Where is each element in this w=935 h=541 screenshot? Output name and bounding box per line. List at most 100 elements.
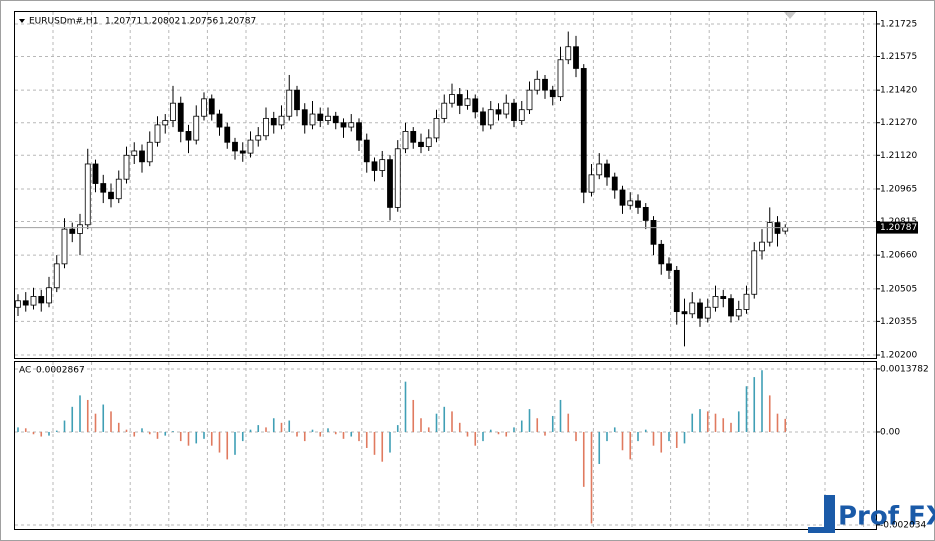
candle-body (356, 122, 362, 141)
candle-body (30, 296, 37, 306)
candle-body (379, 159, 386, 171)
logo-text: Prof FX (838, 502, 935, 532)
menu-arrow[interactable] (19, 19, 25, 23)
candle-body (348, 122, 355, 128)
candle-body (580, 68, 587, 193)
candle-body (301, 109, 308, 126)
candle-body (317, 113, 324, 121)
y-tick-label: 1.21120 (880, 151, 917, 161)
candle-body (224, 126, 231, 143)
y-tick-label: -0.002034 (880, 520, 926, 530)
candle-body (170, 102, 176, 121)
candle-body (263, 117, 269, 137)
candle-body (534, 78, 541, 91)
y-tick-label: 1.21575 (880, 52, 917, 62)
candle-body (681, 311, 688, 315)
candle-body (697, 302, 703, 319)
candle-body (495, 109, 502, 115)
candle-body (743, 293, 750, 310)
y-tick-label: 1.20355 (880, 317, 917, 327)
candle-body (588, 174, 595, 193)
candle-body (363, 139, 370, 163)
candle-body (635, 200, 641, 208)
candle-body (394, 148, 401, 208)
candle-body (92, 163, 99, 184)
candle-body (46, 287, 52, 304)
candle-body (433, 117, 440, 139)
candle-body (573, 46, 579, 69)
candle-body (650, 220, 657, 245)
candle-body (286, 89, 293, 117)
candle-body (325, 115, 331, 121)
candle-body (619, 189, 626, 206)
candle-body (139, 150, 145, 163)
candle-body (449, 94, 455, 104)
candle-body (766, 222, 773, 243)
candle-body (518, 109, 525, 121)
candle-body (123, 154, 130, 180)
y-tick-label: 0.0013782 (880, 364, 929, 374)
candle-body (185, 131, 192, 141)
ohlc-close: 1.20787 (219, 17, 256, 27)
y-tick-label: 1.20965 (880, 184, 917, 194)
candle-body (402, 131, 409, 150)
y-tick-label: 1.20200 (880, 351, 917, 361)
candle-body (371, 161, 378, 171)
logo-bar (824, 495, 835, 533)
price-label-box (877, 221, 918, 234)
candle-body (193, 115, 200, 141)
logo-base (808, 527, 835, 533)
candle-body (340, 122, 347, 128)
y-tick-label: 1.20660 (880, 251, 917, 261)
ohlc-low: 1.20756 (181, 17, 218, 27)
candle-body (480, 111, 486, 126)
candle-body (666, 263, 672, 271)
candle-body (549, 89, 556, 98)
candle-body (503, 102, 510, 115)
indicator-value: 0.0002867 (36, 366, 85, 376)
candle-body (456, 94, 463, 106)
candle-body (387, 159, 393, 208)
candle-body (565, 46, 572, 61)
candle-body (22, 300, 29, 306)
y-tick-label: 1.21725 (880, 19, 917, 29)
candle-body (782, 227, 789, 232)
candle-body (689, 302, 696, 315)
candle-body (596, 163, 603, 176)
y-tick-label: 1.21270 (880, 118, 917, 128)
ohlc-open: 1.20771 (105, 17, 142, 27)
candle-body (309, 113, 316, 126)
price-label: 1.20787 (880, 223, 917, 233)
candle-body (472, 98, 479, 113)
candle-body (15, 300, 21, 308)
candle-body (704, 306, 711, 319)
candle-body (418, 141, 424, 148)
candle-body (487, 109, 494, 126)
candle-body (728, 298, 734, 317)
candle-body (627, 200, 634, 206)
candle-body (77, 224, 83, 234)
candle-body (201, 98, 207, 117)
candle-body (425, 137, 432, 148)
y-tick-label: 0.00 (880, 427, 900, 437)
marks (15, 31, 876, 524)
candle-body (526, 89, 533, 111)
candle-body (542, 78, 548, 91)
candle-body (294, 89, 300, 111)
candle-body (673, 269, 680, 313)
candle-body (511, 102, 517, 121)
candle-body (270, 117, 277, 126)
candle-body (61, 228, 68, 265)
candle-body (216, 113, 223, 128)
y-tick-label: 1.21420 (880, 86, 917, 96)
candle-body (720, 296, 727, 299)
ohlc-high: 1.20802 (143, 17, 180, 27)
candle-body (278, 115, 285, 126)
candle-body (557, 59, 564, 98)
candle-body (759, 241, 765, 252)
candle-body (177, 102, 184, 132)
candle-body (131, 150, 138, 156)
indicator-pane (14, 361, 877, 530)
candle-body (100, 183, 107, 193)
